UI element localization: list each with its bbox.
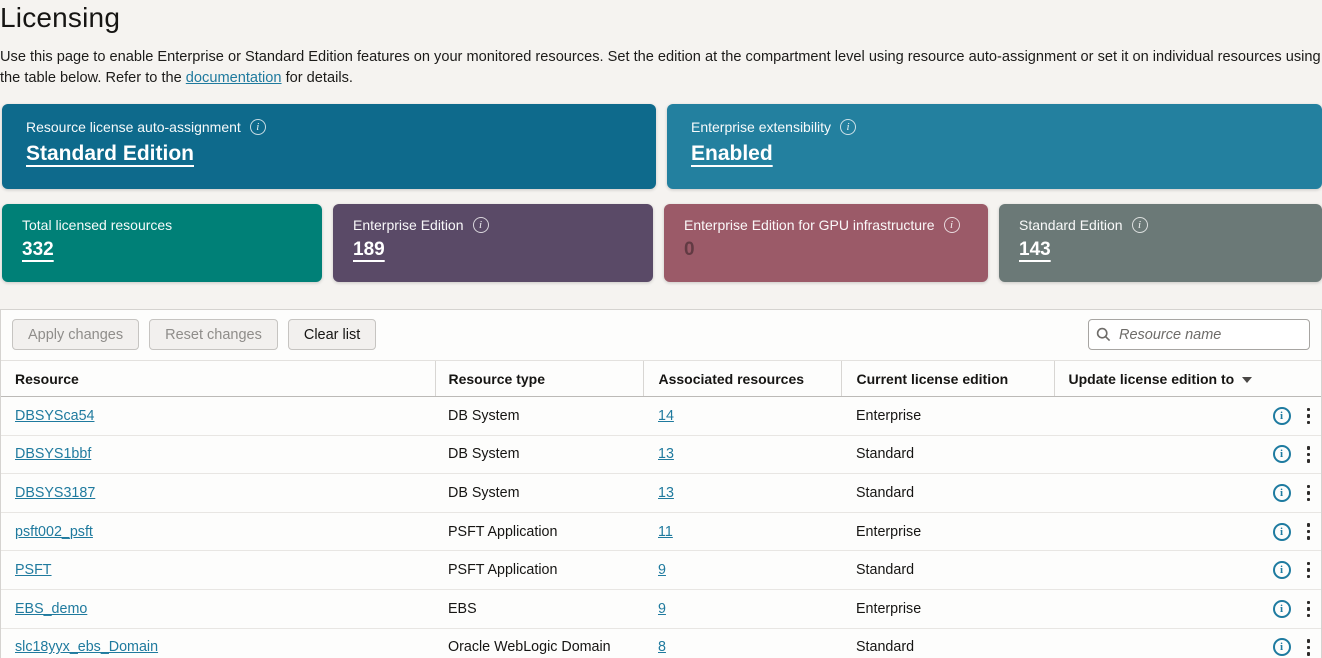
associated-resources-link[interactable]: 13 — [658, 446, 674, 463]
resource-link[interactable]: EBS_demo — [15, 600, 88, 617]
column-header-update-license-edition[interactable]: Update license edition to — [1053, 360, 1321, 397]
row-actions-menu-icon[interactable] — [1304, 483, 1314, 504]
resource-search — [1088, 319, 1310, 350]
row-actions-menu-icon[interactable] — [1304, 637, 1314, 658]
resource-link[interactable]: DBSYSca54 — [15, 407, 95, 424]
table-row: EBS_demo EBS 9 Enterprise i — [1, 589, 1321, 629]
row-info-icon[interactable]: i — [1272, 561, 1291, 580]
search-input[interactable] — [1088, 319, 1310, 350]
column-header-resource: Resource — [1, 360, 435, 397]
row-info-icon[interactable]: i — [1272, 638, 1291, 657]
column-header-resource-type: Resource type — [434, 360, 643, 397]
update-header-label: Update license edition to — [1068, 370, 1235, 387]
row-actions-menu-icon[interactable] — [1304, 521, 1314, 542]
row-info-icon[interactable]: i — [1272, 599, 1291, 618]
card-label: Enterprise extensibility — [691, 119, 832, 135]
row-info-icon[interactable]: i — [1272, 445, 1291, 464]
card-value-link[interactable]: Enabled — [691, 142, 773, 165]
row-info-icon[interactable]: i — [1272, 522, 1291, 541]
summary-cards-large: Resource license auto-assignment i Stand… — [0, 104, 1322, 189]
clear-list-button[interactable]: Clear list — [287, 319, 377, 350]
info-icon[interactable]: i — [472, 217, 489, 233]
row-actions-menu-icon[interactable] — [1304, 444, 1314, 465]
current-edition-text: Standard — [856, 446, 915, 463]
column-header-associated-resources: Associated resources — [642, 360, 841, 397]
associated-resources-link[interactable]: 9 — [658, 600, 666, 617]
info-icon[interactable]: i — [1131, 217, 1148, 233]
summary-card: Resource license auto-assignment i Stand… — [2, 104, 656, 189]
row-info-icon[interactable]: i — [1272, 406, 1291, 425]
table-row: PSFT PSFT Application 9 Standard i — [1, 550, 1321, 590]
row-actions-menu-icon[interactable] — [1304, 406, 1314, 427]
card-label: Standard Edition — [1019, 217, 1123, 233]
card-label: Enterprise Edition — [353, 217, 464, 233]
card-label: Enterprise Edition for GPU infrastructur… — [684, 217, 935, 233]
summary-card: Total licensed resources i 332 — [2, 204, 322, 282]
table-panel: Apply changes Reset changes Clear list Res… — [0, 309, 1322, 658]
summary-cards-small: Total licensed resources i 332 Enterpris… — [0, 204, 1322, 282]
table-row: DBSYS3187 DB System 13 Standard i — [1, 473, 1321, 513]
resource-type-text: DB System — [448, 407, 520, 424]
table-header-row: Resource Resource type Associated resour… — [1, 360, 1321, 397]
summary-card: Enterprise extensibility i Enabled — [667, 104, 1322, 189]
page-description: Use this page to enable Enterprise or St… — [0, 47, 1322, 89]
row-info-icon[interactable]: i — [1272, 483, 1291, 502]
current-edition-text: Enterprise — [856, 600, 922, 617]
current-edition-text: Standard — [856, 484, 915, 501]
description-text-2: for details. — [281, 70, 353, 86]
resource-link[interactable]: psft002_psft — [15, 523, 93, 540]
table-toolbar: Apply changes Reset changes Clear list — [1, 310, 1321, 360]
current-edition-text: Enterprise — [856, 523, 922, 540]
current-edition-text: Enterprise — [856, 407, 922, 424]
row-actions-menu-icon[interactable] — [1304, 560, 1314, 581]
card-label: Total licensed resources — [22, 217, 173, 233]
card-value-link[interactable]: 332 — [22, 239, 54, 260]
resource-type-text: PSFT Application — [448, 562, 558, 579]
description-text-1: Use this page to enable Enterprise or St… — [0, 49, 1321, 86]
documentation-link[interactable]: documentation — [185, 70, 282, 86]
summary-card: Standard Edition i 143 — [999, 204, 1322, 282]
search-icon — [1096, 327, 1111, 342]
current-edition-text: Standard — [856, 562, 915, 579]
summary-card: Enterprise Edition for GPU infrastructur… — [664, 204, 988, 282]
info-icon[interactable]: i — [840, 119, 857, 135]
resource-link[interactable]: slc18yyx_ebs_Domain — [15, 639, 159, 656]
resource-type-text: PSFT Application — [448, 523, 558, 540]
resource-type-text: DB System — [448, 484, 520, 501]
card-label: Resource license auto-assignment — [26, 119, 241, 135]
apply-changes-button[interactable]: Apply changes — [12, 319, 140, 350]
summary-card: Enterprise Edition i 189 — [333, 204, 653, 282]
card-value-link[interactable]: 143 — [1019, 239, 1051, 260]
associated-resources-link[interactable]: 14 — [658, 407, 674, 424]
current-edition-text: Standard — [856, 639, 915, 656]
table-row: slc18yyx_ebs_Domain Oracle WebLogic Doma… — [1, 628, 1321, 658]
resource-type-text: DB System — [448, 446, 520, 463]
page-title: Licensing — [0, 2, 121, 33]
reset-changes-button[interactable]: Reset changes — [149, 319, 278, 350]
associated-resources-link[interactable]: 13 — [658, 484, 674, 501]
associated-resources-link[interactable]: 9 — [658, 562, 666, 579]
resource-type-text: Oracle WebLogic Domain — [448, 639, 611, 656]
card-value-link[interactable]: 189 — [353, 239, 385, 260]
resource-link[interactable]: PSFT — [15, 562, 52, 579]
associated-resources-link[interactable]: 8 — [658, 639, 666, 656]
resource-link[interactable]: DBSYS1bbf — [15, 446, 92, 463]
license-table: Resource Resource type Associated resour… — [1, 360, 1321, 658]
info-icon[interactable]: i — [943, 217, 960, 233]
resource-link[interactable]: DBSYS3187 — [15, 484, 96, 501]
info-icon[interactable]: i — [249, 119, 266, 135]
table-row: DBSYSca54 DB System 14 Enterprise i — [1, 396, 1321, 436]
table-row: psft002_psft PSFT Application 11 Enterpr… — [1, 512, 1321, 552]
card-value-link[interactable]: Standard Edition — [26, 142, 194, 165]
associated-resources-link[interactable]: 11 — [658, 523, 673, 540]
card-value-link: 0 — [684, 239, 695, 260]
column-header-current-license-edition: Current license edition — [840, 360, 1054, 397]
toolbar-buttons: Apply changes Reset changes Clear list — [12, 319, 386, 350]
resource-type-text: EBS — [448, 600, 477, 617]
chevron-down-icon — [1242, 376, 1253, 383]
table-row: DBSYS1bbf DB System 13 Standard i — [1, 435, 1321, 475]
row-actions-menu-icon[interactable] — [1304, 599, 1314, 620]
